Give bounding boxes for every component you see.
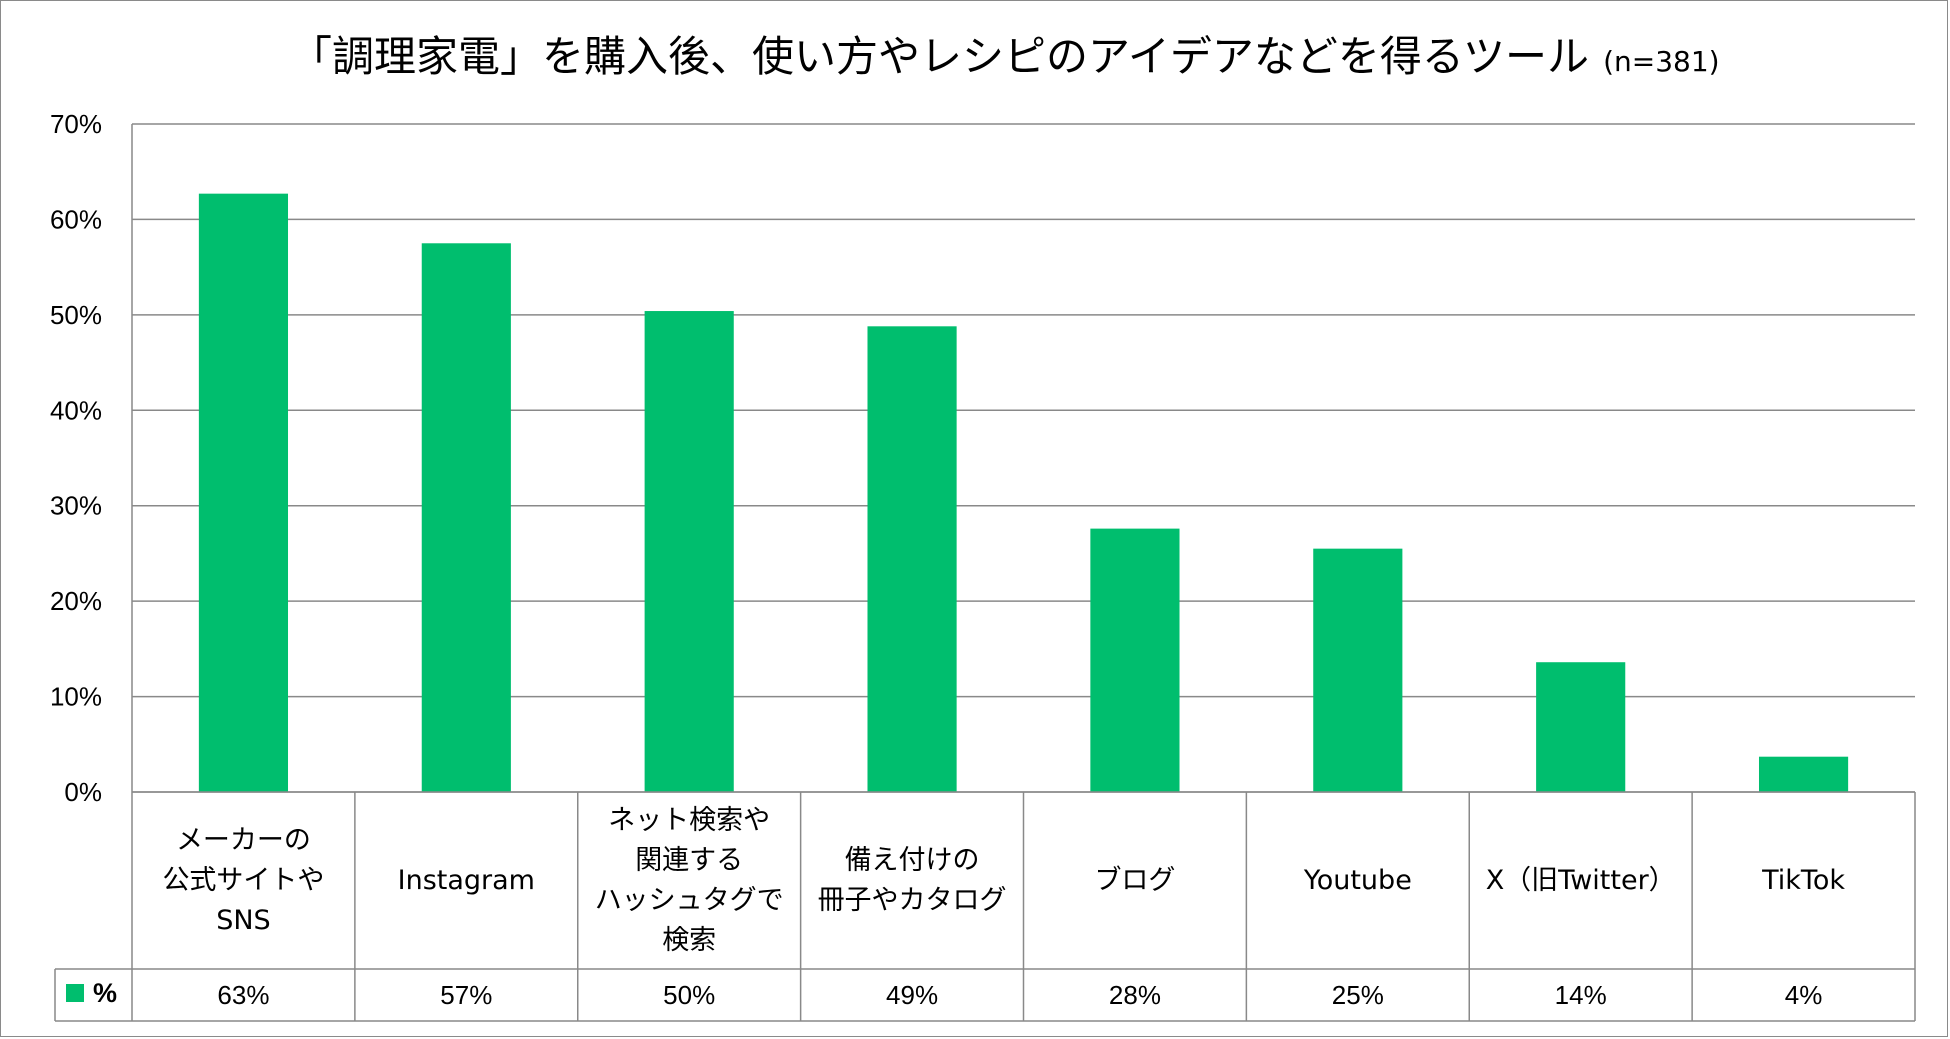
bar	[1090, 528, 1180, 792]
bar	[867, 326, 957, 792]
bar	[1313, 548, 1403, 792]
category-label-text: メーカーの公式サイトや SNS	[162, 821, 324, 941]
category-label-line: ハッシュタグで	[594, 884, 784, 916]
category-label-line: ネット検索や	[608, 804, 771, 836]
data-value-label: 14%	[1554, 979, 1607, 1010]
category-label-line: SNS	[216, 904, 271, 936]
y-tick-label: 60%	[50, 204, 102, 234]
category-label-line: メーカーの	[175, 824, 311, 856]
legend-key-percent	[66, 984, 84, 1002]
chart-title: 「調理家電」を購入後、使い方やレシピのアイデアなどを得るツール (n=381)	[290, 22, 1890, 92]
category-label-line: 公式サイトや	[162, 864, 325, 896]
y-tick-label: 40%	[50, 395, 102, 425]
bar	[644, 311, 734, 792]
y-tick-label: 70%	[50, 109, 102, 139]
category-label-line: 冊子やカタログ	[817, 884, 1007, 916]
bar	[1536, 662, 1626, 792]
data-value-label: 57%	[440, 979, 493, 1010]
category-label-text: ネット検索や 関連するハッシュタグで 検索	[595, 801, 784, 961]
category-label-text: Instagram	[398, 861, 535, 901]
category-label: ネット検索や 関連するハッシュタグで 検索	[578, 792, 801, 969]
category-label: Youtube	[1246, 792, 1469, 969]
category-label: 備え付けの冊子やカタログ	[801, 792, 1024, 969]
category-label: X（旧Twitter）	[1469, 792, 1692, 969]
category-label-line: 備え付けの	[844, 844, 980, 876]
data-value-label: 28%	[1108, 979, 1161, 1010]
data-value-label: 25%	[1331, 979, 1384, 1010]
y-tick-label: 0%	[64, 777, 102, 807]
category-label-line: Youtube	[1303, 864, 1412, 896]
bar	[421, 243, 511, 793]
data-value-label: 49%	[886, 979, 939, 1010]
category-label-line: 関連する	[635, 844, 744, 876]
category-label-line: X（旧Twitter）	[1485, 864, 1676, 896]
y-tick-label: 20%	[50, 586, 102, 616]
legend-label-percent: %	[93, 978, 118, 1008]
bar	[198, 193, 289, 793]
category-label: メーカーの公式サイトや SNS	[132, 792, 355, 969]
category-label-line: Instagram	[397, 864, 535, 896]
category-label: ブログ	[1024, 792, 1247, 969]
category-label-line: ブログ	[1094, 864, 1176, 896]
category-label: Instagram	[355, 792, 578, 969]
chart-title-text: 「調理家電」を購入後、使い方やレシピのアイデアなどを得るツール	[290, 32, 1590, 81]
category-label-text: TikTok	[1762, 861, 1845, 901]
y-tick-label: 30%	[50, 491, 102, 521]
category-label: TikTok	[1692, 792, 1915, 969]
data-value-label: 50%	[663, 979, 716, 1010]
category-label-line: TikTok	[1762, 864, 1845, 896]
data-value-label: 4%	[1784, 979, 1823, 1010]
y-tick-label: 10%	[50, 682, 102, 712]
bar	[1758, 756, 1849, 792]
chart-subtitle: (n=381)	[1603, 45, 1720, 78]
category-label-text: 備え付けの冊子やカタログ	[818, 841, 1007, 921]
category-label-line: 検索	[662, 924, 717, 956]
category-label-text: Youtube	[1304, 861, 1412, 901]
category-label-text: X（旧Twitter）	[1486, 861, 1676, 901]
y-tick-label: 50%	[50, 300, 102, 330]
category-label-text: ブログ	[1094, 861, 1175, 901]
data-value-label: 63%	[217, 979, 270, 1010]
